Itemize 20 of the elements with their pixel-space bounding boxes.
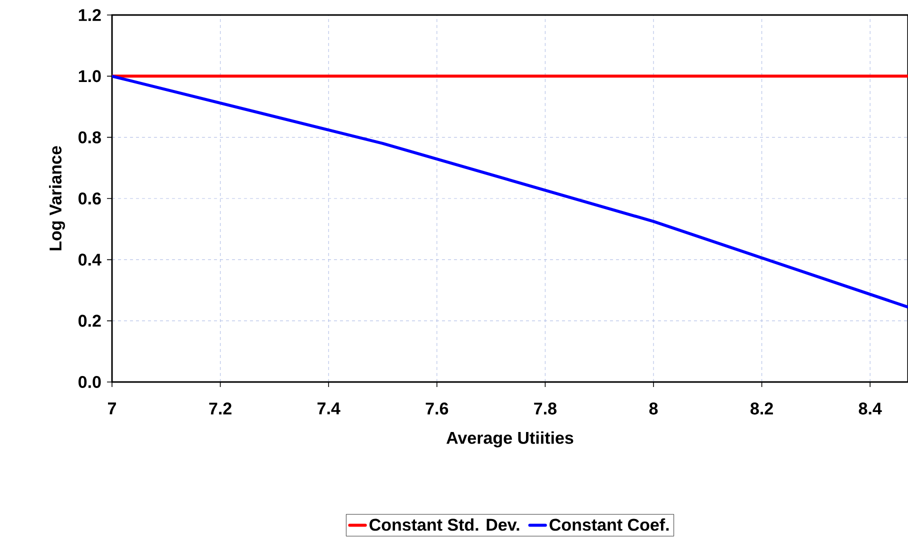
x-tick-label: 8: [649, 402, 658, 415]
x-axis-title: Average Utiities: [446, 431, 574, 448]
y-tick-label: 1.0: [78, 70, 101, 82]
x-tick-label: 7.4: [318, 402, 340, 414]
x-tick-label: 8.2: [750, 402, 773, 415]
x-tick-label: 7.2: [209, 402, 232, 414]
y-tick-label: 0.0: [78, 376, 101, 388]
y-tick-label: 0.2: [78, 314, 101, 327]
x-tick-label: 7.8: [534, 402, 556, 415]
y-tick-label: 0.8: [78, 131, 101, 144]
legend-label: Constant Std. Dev.: [370, 518, 520, 531]
x-tick-label: 7: [108, 402, 116, 414]
x-tick-label: 8.4: [858, 402, 882, 415]
y-tick-label: 1.2: [78, 9, 101, 21]
y-tick-label: 0.4: [78, 254, 102, 266]
legend-label: Constant Coef.: [550, 518, 669, 531]
y-tick-label: 0.6: [78, 192, 101, 205]
y-axis-title: Log Variance: [49, 146, 65, 250]
line-series: [112, 74, 908, 309]
x-tick-label: 7.6: [426, 402, 448, 415]
